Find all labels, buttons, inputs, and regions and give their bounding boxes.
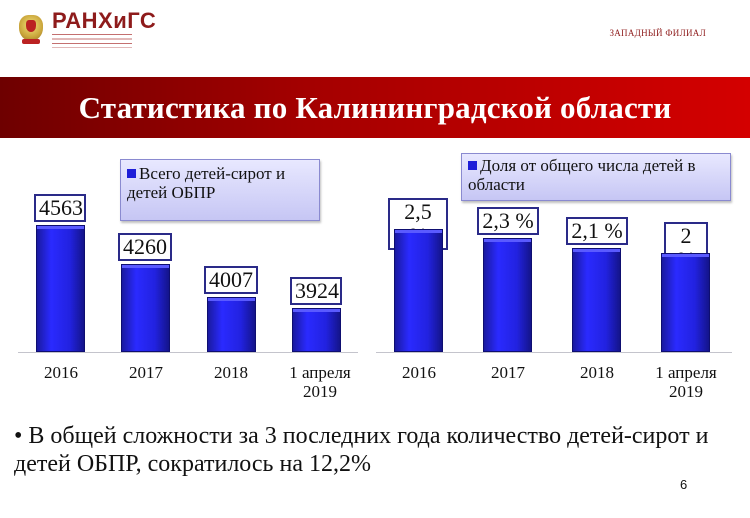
bar-value-label: 4563 [34, 194, 86, 222]
bar-value-label: 2,1 % [566, 217, 628, 245]
orphans-count-chart: Всего детей-сирот и детей ОБПР 4563 4260… [0, 150, 370, 412]
bar-value-label: 3924 [290, 277, 342, 305]
chart-legend: Всего детей-сирот и детей ОБПР [120, 159, 320, 221]
legend-label: Всего детей-сирот и детей ОБПР [127, 164, 286, 202]
bar-2018 [207, 297, 256, 352]
bar-2019-apr [292, 308, 341, 352]
bar-2018 [572, 248, 621, 352]
x-tick-label: 2016 [44, 363, 78, 382]
bar-value-label: 2,3 % [477, 207, 539, 235]
legend-label: Доля от общего числа детей в области [468, 156, 696, 194]
page-title: Статистика по Калининградской области [78, 89, 672, 125]
x-tick-label: 2017 [491, 363, 525, 382]
x-tick-label: 1 апреля 2019 [289, 363, 351, 401]
ranepa-logo: РАНХиГС [16, 10, 156, 48]
bar-2017 [483, 238, 532, 352]
emblem-icon [16, 11, 46, 47]
x-tick-label: 2016 [402, 363, 436, 382]
x-axis [376, 352, 732, 353]
x-tick-label: 2017 [129, 363, 163, 382]
x-tick-label: 2018 [580, 363, 614, 382]
branch-label: ЗАПАДНЫЙ ФИЛИАЛ [609, 28, 706, 38]
bar-2016 [36, 225, 85, 352]
bar-2019-apr [661, 253, 710, 352]
legend-swatch-icon [468, 161, 477, 170]
bar-value-label: 4260 [118, 233, 172, 261]
legend-swatch-icon [127, 169, 136, 178]
orphans-share-chart: Доля от общего числа детей в области 2,5… [370, 150, 750, 412]
x-axis [18, 352, 358, 353]
brand-subtitle [52, 34, 132, 48]
bar-value-label: 4007 [204, 266, 258, 294]
bar-2016 [394, 229, 443, 352]
x-tick-label: 1 апреля 2019 [655, 363, 717, 401]
bar-2017 [121, 264, 170, 352]
page-number: 6 [680, 477, 688, 492]
title-banner: Статистика по Калининградской области [0, 77, 750, 138]
brand-name: РАНХиГС [52, 8, 157, 33]
chart-legend: Доля от общего числа детей в области [461, 153, 731, 201]
summary-bullet: • В общей сложности за 3 последних года … [14, 423, 709, 477]
x-tick-label: 2018 [214, 363, 248, 382]
